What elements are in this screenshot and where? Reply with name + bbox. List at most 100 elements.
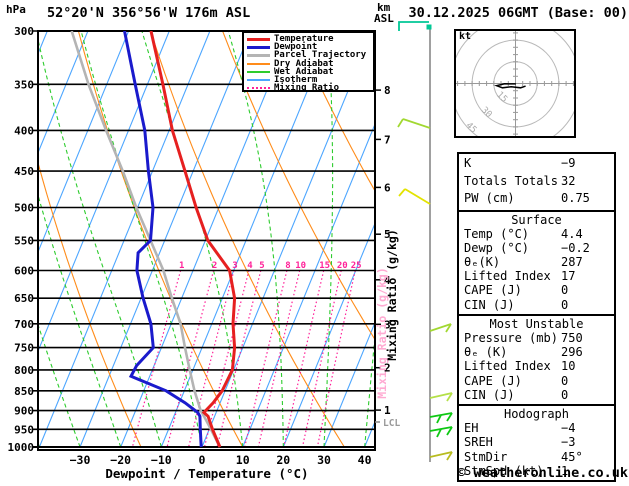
temp-tick-label: 30 — [317, 453, 331, 467]
legend-item: Isotherm — [247, 75, 373, 85]
legend-label: Mixing Ratio — [274, 83, 340, 94]
table-row: Lifted Index 17 — [459, 269, 614, 283]
table-value: 10 — [561, 359, 576, 374]
table-label: CAPE (J) — [464, 373, 522, 388]
pressure-tick-label: 750 — [14, 342, 34, 355]
wind-barb — [446, 392, 453, 402]
dry-adiabat — [294, 31, 375, 193]
km-unit-label: km — [377, 1, 391, 14]
wet-adiabat — [38, 322, 81, 448]
table-value: 0 — [561, 297, 569, 312]
mixing-ratio-value: 3 — [232, 261, 237, 271]
hodograph-ring-label: 30 — [479, 105, 494, 120]
km-tick-label: 3 — [384, 318, 391, 331]
mixing-ratio-value: 4 — [247, 261, 253, 271]
table-row: PW (cm) 0.75 — [459, 190, 614, 208]
plot-border — [37, 30, 376, 451]
table-label: K — [464, 156, 472, 170]
table-row: Dewp (°C) −0.2 — [459, 241, 614, 255]
table-row: Lifted Index 10 — [459, 359, 614, 373]
isotherm — [201, 31, 374, 448]
legend-swatch-line — [247, 79, 270, 82]
wind-barb — [429, 323, 452, 332]
wind-barb — [429, 451, 453, 458]
table-section-header: Most Unstable — [489, 316, 584, 331]
isotherm — [323, 321, 375, 448]
table-row: Pressure (mb) 750 — [459, 331, 614, 345]
table-row: EH −4 — [459, 421, 614, 435]
isotherm — [38, 31, 89, 155]
table-label: Dewp (°C) — [464, 240, 530, 255]
credit-footer: © weatheronline.co.uk — [457, 465, 628, 481]
table-row: Totals Totals 32 — [459, 173, 614, 191]
wind-barb — [436, 414, 442, 424]
legend-swatch-line — [247, 62, 270, 65]
isotherm — [38, 31, 211, 448]
station-title: 52°20'N 356°56'W 176m ASL — [47, 5, 251, 21]
hodograph-border — [454, 29, 576, 138]
wind-barb — [402, 118, 431, 129]
profile-curves — [70, 31, 237, 448]
pressure-tick-label: 550 — [14, 234, 34, 247]
table-row: Temp (°C) 4.4 — [459, 227, 614, 241]
wind-barb — [446, 451, 453, 461]
wind-barb — [398, 188, 406, 197]
table-value: −9 — [561, 156, 576, 170]
mixing-ratio-value: 20 — [337, 261, 348, 271]
table-value: 296 — [561, 345, 583, 360]
temperature-curve — [149, 31, 237, 448]
km-tick-label: 1 — [384, 404, 391, 417]
mixing-ratio-value: 25 — [351, 261, 362, 271]
mixing-ratio-line — [257, 270, 301, 448]
mixing-ratio-line — [216, 270, 262, 448]
legend: Temperature Dewpoint Parcel Trajectory Dry … — [242, 31, 375, 94]
table-label: CAPE (J) — [464, 283, 522, 298]
km-tick-label: 8 — [384, 84, 391, 97]
legend-label: Parcel Trajectory — [274, 50, 367, 61]
isotherm — [160, 31, 333, 448]
wind-barb — [398, 21, 429, 31]
table-section: Surface Temp (°C) 4.4 Dewp (°C) −0.2 θₑ(K) 287… — [459, 209, 614, 314]
table-row: θₑ (K) 296 — [459, 345, 614, 359]
mixing-ratio-line — [203, 270, 250, 448]
pressure-tick-label: 800 — [14, 364, 34, 377]
hodograph-trace — [494, 83, 526, 89]
legend-item: Dry Adiabat — [247, 59, 373, 69]
table-value: −3 — [561, 435, 576, 450]
hodograph-unit-label: kt — [459, 31, 472, 42]
asl-unit-label: ASL — [374, 12, 394, 25]
table-value: 17 — [561, 269, 576, 284]
pressure-tick-label: 900 — [14, 405, 34, 418]
run-date-label: 30.12.2025 06GMT (Base: 00) — [408, 5, 628, 21]
dewpoint-curve — [123, 31, 203, 448]
table-row: K −9 — [459, 155, 614, 173]
pressure-tick-label: 850 — [14, 385, 34, 398]
mixing-ratio-axis-label: Mixing Ratio (g/kg) — [385, 229, 399, 361]
table-label: Lifted Index — [464, 269, 551, 284]
hodograph-ring-label: 45 — [464, 121, 479, 136]
table-label: CIN (J) — [464, 297, 515, 312]
table-row: StmDir 45° — [459, 450, 614, 464]
isotherm — [282, 221, 375, 448]
table-row: StmSpd (kt) 1 — [459, 464, 614, 478]
legend-label: Wet Adiabat — [274, 66, 334, 77]
lcl-label: LCL — [383, 418, 401, 429]
wind-barb-dot — [426, 24, 432, 30]
pressure-tick-label: 950 — [14, 423, 34, 436]
table-section-header: Surface — [511, 212, 562, 227]
km-tick-label: 4 — [384, 274, 391, 287]
km-tick-label: 7 — [384, 133, 391, 146]
temp-tick-label: 0 — [199, 453, 206, 467]
wet-adiabat — [364, 330, 375, 448]
pressure-tick-label: 1000 — [8, 441, 35, 454]
temp-tick-label: −10 — [151, 453, 172, 467]
legend-item: Temperature — [247, 34, 373, 44]
legend-swatch-line — [247, 70, 270, 73]
mixing-ratio-value: 8 — [285, 261, 290, 271]
km-tick-label: 6 — [384, 181, 391, 194]
pressure-tick-label: 650 — [14, 292, 34, 305]
table-row: CAPE (J) 0 — [459, 283, 614, 297]
table-label: θₑ (K) — [464, 345, 508, 360]
table-value: 0 — [561, 283, 569, 298]
